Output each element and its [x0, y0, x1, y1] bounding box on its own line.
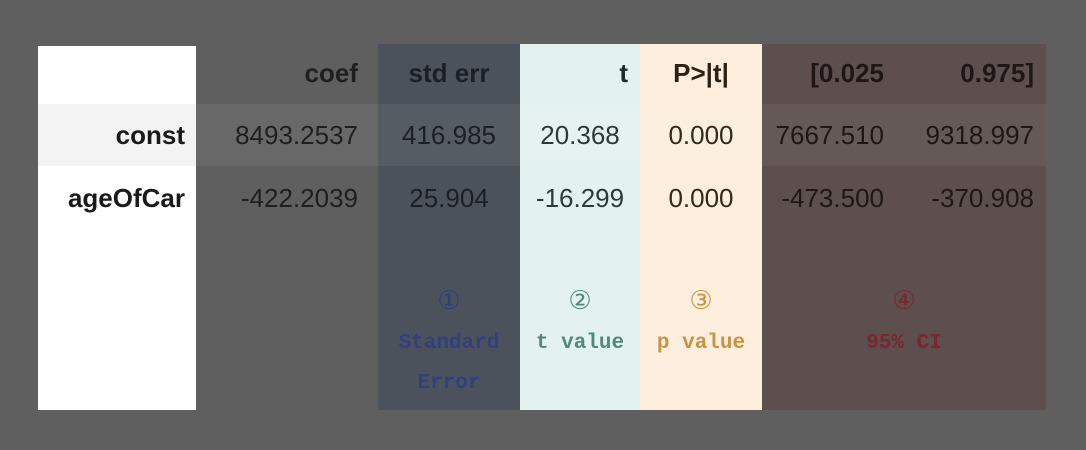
cell-ageofcar-ci-upper: -370.908	[931, 183, 1034, 213]
cell-const-p-value: 0.000	[668, 120, 734, 150]
cell-const-ci-lower: 7667.510	[775, 120, 884, 150]
cell-ageofcar-p-value: 0.000	[668, 183, 734, 213]
header-t: t	[619, 58, 628, 88]
t-value-highlight	[520, 44, 640, 410]
confidence-interval-highlight	[762, 44, 1046, 410]
annotation-marker-3: ③	[689, 286, 713, 316]
std-err-highlight	[378, 44, 520, 410]
header-ci-lower: [0.025	[810, 58, 884, 88]
cell-const-coef: 8493.2537	[235, 120, 358, 150]
cell-const-ci-upper: 9318.997	[925, 120, 1034, 150]
cell-ageofcar-t: -16.299	[535, 183, 625, 213]
const-row-band	[38, 104, 1046, 166]
cell-ageofcar-ci-lower: -473.500	[781, 183, 884, 213]
row-label-ageofcar: ageOfCar	[67, 183, 185, 213]
index-column-background	[38, 46, 196, 410]
header-coef: coef	[304, 58, 358, 88]
header-std-err: std err	[408, 58, 490, 88]
annotation-label-t-value: t value	[535, 332, 625, 355]
annotation-label-p-value: p value	[656, 332, 746, 355]
cell-const-std-err: 416.985	[402, 120, 496, 150]
header-p-value: P>|t|	[673, 58, 729, 88]
header-ci-upper: 0.975]	[960, 58, 1034, 88]
p-value-highlight	[640, 44, 762, 410]
annotation-marker-1: ①	[437, 286, 461, 316]
cell-const-t: 20.368	[540, 120, 620, 150]
const-row-index-band	[38, 104, 196, 166]
cell-ageofcar-coef: -422.2039	[240, 183, 358, 213]
annotation-label-95-ci: 95% CI	[866, 332, 942, 355]
annotation-marker-4: ④	[892, 286, 916, 316]
annotation-label-standard-error: Standard Error	[398, 332, 500, 395]
cell-ageofcar-std-err: 25.904	[409, 183, 489, 213]
annotation-marker-2: ②	[568, 286, 592, 316]
row-label-const: const	[115, 120, 185, 150]
